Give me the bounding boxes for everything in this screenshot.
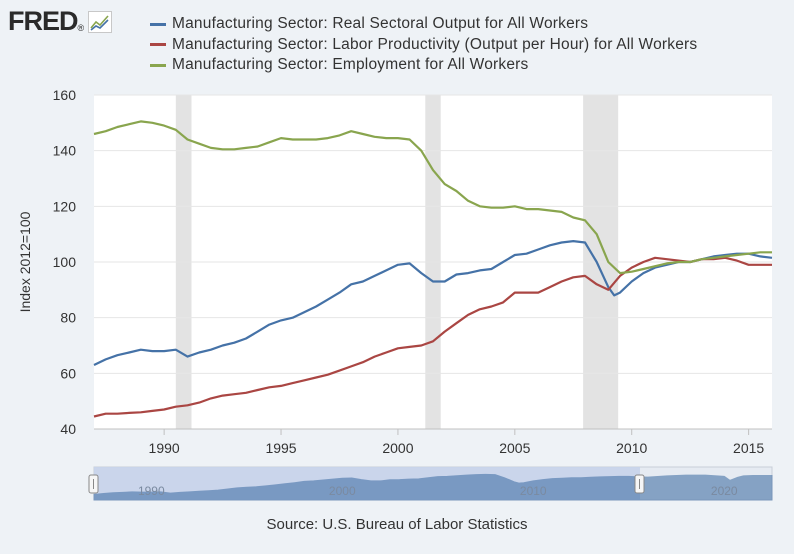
legend-swatch-employment (150, 63, 166, 67)
y-axis-label: Index 2012=100 (17, 211, 33, 312)
logo-registered: ® (77, 23, 85, 33)
y-axis: 40 60 80 100 120 140 160 (53, 87, 772, 437)
series-line-1[interactable] (93, 256, 772, 418)
navigator-label-2000: 2000 (329, 484, 356, 498)
x-tick-label-1995: 1995 (265, 440, 296, 456)
legend-item-productivity[interactable]: Manufacturing Sector: Labor Productivity… (150, 35, 697, 56)
y-tick-label-100: 100 (53, 254, 77, 270)
y-tick-label-140: 140 (53, 143, 77, 159)
y-tick-label-80: 80 (60, 310, 76, 326)
navigator-label-1990: 1990 (138, 484, 165, 498)
legend-item-output[interactable]: Manufacturing Sector: Real Sectoral Outp… (150, 14, 697, 35)
x-tick-label-2000: 2000 (382, 440, 413, 456)
chart-line-icon (88, 10, 113, 33)
legend-swatch-output (150, 22, 166, 26)
series-lines (93, 120, 773, 418)
legend: Manufacturing Sector: Real Sectoral Outp… (150, 14, 697, 76)
logo-text: FRED (8, 6, 78, 36)
x-tick-label-1990: 1990 (149, 440, 180, 456)
y-tick-label-160: 160 (53, 87, 77, 103)
legend-label-output: Manufacturing Sector: Real Sectoral Outp… (172, 15, 589, 33)
fred-logo[interactable]: FRED ® (8, 6, 113, 37)
source-note: Source: U.S. Bureau of Labor Statistics (266, 516, 528, 533)
series-line-2[interactable] (93, 120, 772, 275)
x-tick-label-2015: 2015 (733, 440, 764, 456)
y-tick-label-40: 40 (60, 421, 76, 437)
range-navigator[interactable]: 1990 2000 2010 2020 (88, 466, 773, 501)
x-tick-label-2005: 2005 (499, 440, 530, 456)
y-tick-label-60: 60 (60, 365, 76, 381)
legend-label-productivity: Manufacturing Sector: Labor Productivity… (172, 35, 698, 53)
navigator-label-2020: 2020 (711, 484, 738, 498)
legend-label-employment: Manufacturing Sector: Employment for All… (172, 56, 529, 74)
series-line-0[interactable] (93, 240, 773, 366)
legend-item-employment[interactable]: Manufacturing Sector: Employment for All… (150, 55, 697, 76)
x-tick-label-2010: 2010 (616, 440, 647, 456)
navigator-labels: 1990 2000 2010 2020 (138, 484, 738, 498)
y-tick-label-120: 120 (53, 198, 77, 214)
x-axis: 1990 1995 2000 2005 2010 2015 (149, 429, 764, 456)
legend-swatch-productivity (150, 43, 166, 47)
navigator-label-2010: 2010 (520, 484, 547, 498)
